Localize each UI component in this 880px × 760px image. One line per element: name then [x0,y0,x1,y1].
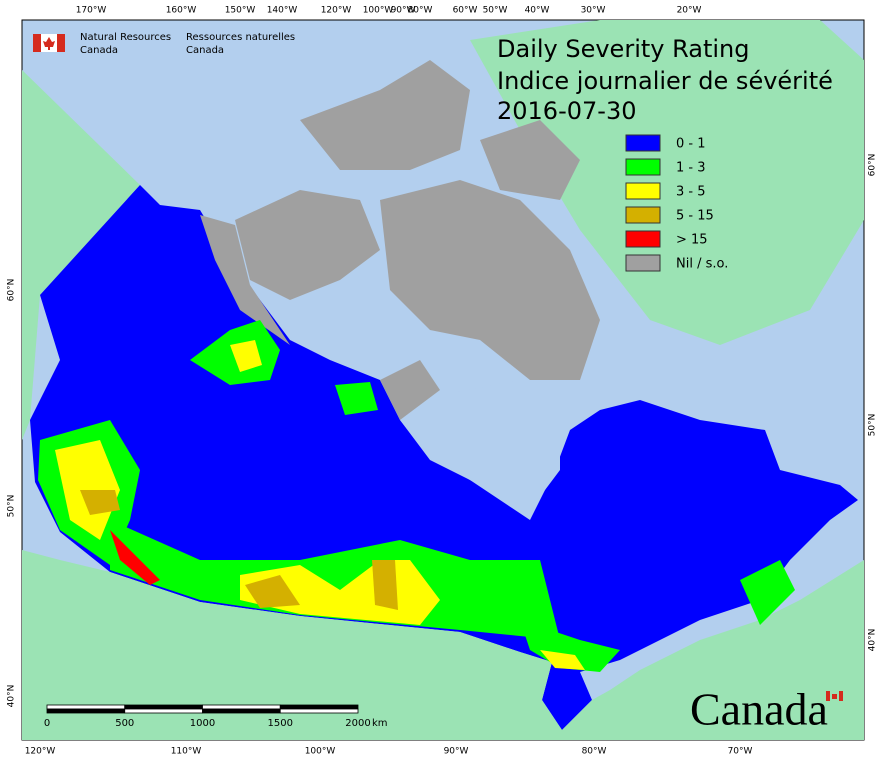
latitude-label: 50°N [868,414,878,437]
hudson-bay [400,380,560,510]
scale-label: 0 [44,718,50,729]
longitude-label: 140°W [267,6,298,16]
flag-bar [57,34,65,52]
longitude-label: 50°W [483,6,508,16]
scale-label: 1000 [190,718,215,729]
longitude-label: 110°W [171,747,202,757]
patch [372,560,398,610]
longitude-label: 40°W [525,6,550,16]
legend-label: 3 - 5 [676,185,706,200]
patch [540,650,585,670]
longitude-label: 90°W [391,6,416,16]
patch [110,530,160,585]
maple-leaf [43,37,55,50]
longitude-label: 70°W [728,747,753,757]
severity-patches [38,320,795,672]
agency-en: Canada [80,45,118,56]
scale-segment [202,708,281,714]
patch [80,490,120,515]
title: Daily Severity Rating [497,35,749,63]
agency-en: Natural Resources [80,32,171,43]
longitude-label: 80°W [408,6,433,16]
graticule-labels: 170°W 160°W 150°W 140°W 120°W 100°W90°W80°W 60… [7,6,878,757]
longitude-label: 60°W [453,6,478,16]
patch [110,520,560,640]
flag-bar [839,691,843,701]
longitude-label: 150°W [225,6,256,16]
arctic-island [235,190,380,300]
latitude-label: 40°N [868,629,878,652]
flag-bar [33,34,41,52]
flag-bar [826,691,830,701]
longitude-label: 90°W [444,747,469,757]
patch [740,560,795,625]
arctic-island [300,60,470,170]
greenland [470,20,864,345]
wordmark-text: Canada [690,684,828,735]
patch [230,340,262,372]
legend-swatch [625,182,661,200]
agency-fr: Canada [186,45,224,56]
latitude-label: 40°N [7,685,17,708]
us-land [22,550,864,740]
legend-swatch [625,134,661,152]
longitude-label: 20°W [677,6,702,16]
arctic-island [380,180,600,380]
scale-segment [202,704,281,710]
longitude-label: 100°W [305,747,336,757]
scale-segment [46,704,126,710]
date: 2016-07-30 [497,97,636,125]
title-fr: Indice journalier de sévérité [497,67,833,95]
patch [245,575,300,608]
patch [335,382,378,415]
legend-swatch [625,206,661,224]
longitude-label: 160°W [166,6,197,16]
scale-unit: km [372,718,388,729]
arctic-island [480,120,580,200]
legend-label: Nil / s.o. [676,257,728,272]
legend-swatch [625,230,661,248]
legend-swatch [625,254,661,272]
legend-label: 5 - 15 [676,209,714,224]
scale-label: 1500 [268,718,293,729]
scale-segment [279,704,359,710]
arctic-islands [200,60,600,420]
scale-label: 500 [115,718,134,729]
latitude-label: 60°N [868,154,878,177]
longitude-label: 120°W [321,6,352,16]
header: Natural Resources Canada Ressources natu… [33,32,295,56]
wordmark: Canada [690,684,843,735]
longitude-label: 170°W [76,6,107,16]
longitude-label: 80°W [582,747,607,757]
latitude-label: 50°N [7,495,17,518]
longitude-label: 100°W [363,6,394,16]
arctic-island [380,360,440,420]
longitude-label: 120°W [25,747,56,757]
arctic-island [200,215,290,345]
legend: 0 - 1 1 - 3 3 - 5 5 - 15 > 15 Nil / s.o. [625,134,728,272]
maple-leaf [832,694,837,699]
scale-segment [124,708,203,714]
legend-label: 0 - 1 [676,137,706,152]
patch [520,620,620,672]
scale-bar: 0 500 1000 1500 2000 km [44,704,388,729]
alaska [22,70,140,440]
legend-label: 1 - 3 [676,161,706,176]
scale-label: 2000 [345,718,370,729]
latitude-label: 60°N [7,279,17,302]
scale-segment [124,704,203,710]
longitude-label: 30°W [581,6,606,16]
agency-fr: Ressources naturelles [186,32,295,43]
scale-segment [279,708,359,714]
legend-label: > 15 [676,233,708,248]
scale-segment [46,708,126,714]
legend-swatch [625,158,661,176]
